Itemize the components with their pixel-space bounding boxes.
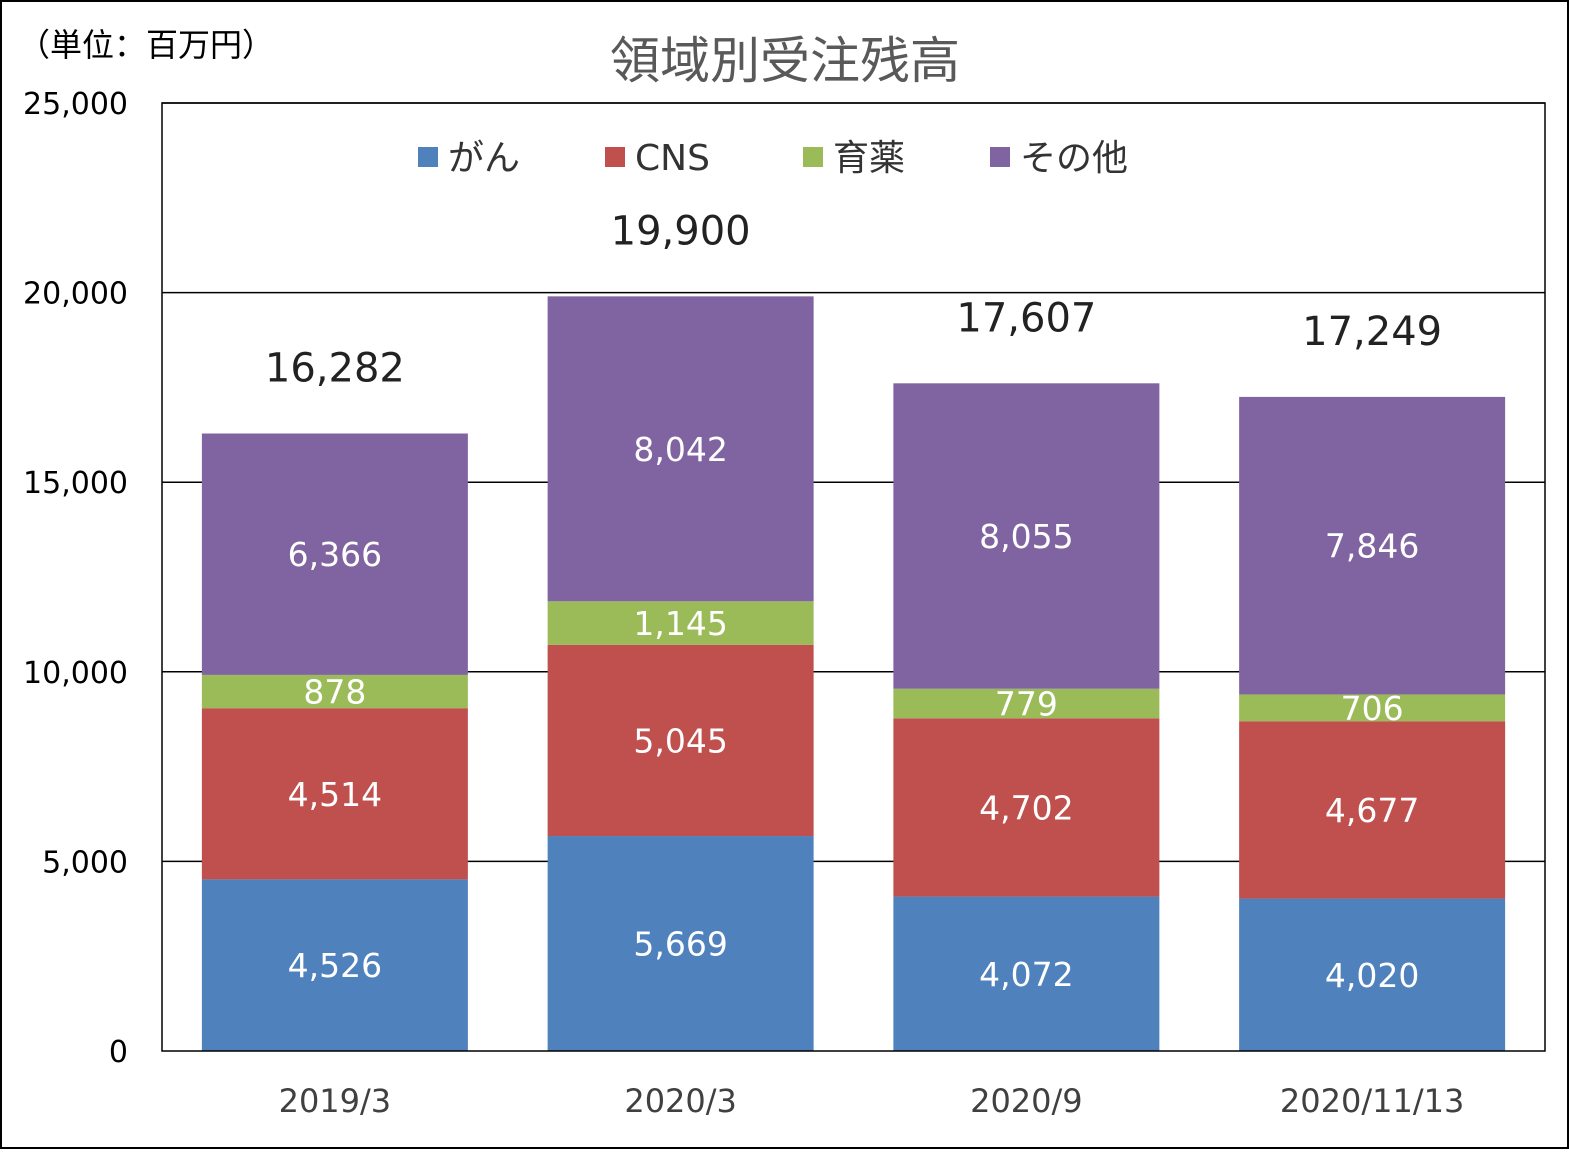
- bar-segment: [547, 836, 814, 1051]
- data-label: 4,702: [979, 788, 1073, 827]
- bars: 4,526 4,514 878 6,366 16,282 5,669 5,045 1,145 8…: [201, 208, 1506, 1051]
- bar-segment: [893, 896, 1160, 1051]
- data-label: 878: [303, 673, 366, 712]
- total-label: 16,282: [265, 346, 405, 392]
- total-label: 17,249: [1302, 309, 1442, 355]
- plot-area-border: [161, 102, 1546, 1052]
- data-label: 4,020: [1325, 956, 1419, 995]
- data-label: 4,514: [288, 775, 382, 814]
- bar-segment: [893, 688, 1160, 719]
- x-tick-label: 2019/3: [279, 1082, 392, 1120]
- data-label: 4,072: [979, 955, 1073, 994]
- y-tick-label: 20,000: [23, 277, 128, 312]
- legend-label: その他: [1020, 138, 1128, 179]
- bar-segment: [547, 296, 814, 602]
- legend-swatch: [803, 147, 823, 167]
- data-label: 5,045: [633, 721, 727, 760]
- data-label: 7,846: [1325, 527, 1419, 566]
- bar-segment: [201, 433, 468, 675]
- bar-segment: [893, 383, 1160, 689]
- y-axis: 0 5,000 10,000 15,000 20,000 25,000: [23, 87, 128, 1070]
- bar-segment: [547, 601, 814, 645]
- legend-swatch: [990, 147, 1010, 167]
- legend-label: 育薬: [833, 138, 905, 179]
- bar-segment: [1239, 396, 1506, 695]
- x-tick-label: 2020/3: [624, 1082, 737, 1120]
- bar-segment: [201, 708, 468, 880]
- data-label: 8,055: [979, 517, 1073, 556]
- data-label: 4,526: [288, 946, 382, 985]
- x-tick-label: 2020/9: [970, 1082, 1083, 1120]
- y-tick-label: 25,000: [23, 87, 128, 122]
- data-label: 6,366: [288, 535, 382, 574]
- bar-segment: [201, 674, 468, 709]
- legend-swatch: [605, 147, 625, 167]
- data-label: 1,145: [633, 604, 727, 643]
- bar-segment: [1239, 721, 1506, 899]
- legend-swatch: [418, 147, 438, 167]
- y-tick-label: 15,000: [23, 466, 128, 501]
- legend-label: がん: [448, 138, 520, 179]
- data-label: 706: [1341, 689, 1404, 728]
- bar-segment: [201, 879, 468, 1051]
- x-axis: 2019/3 2020/3 2020/9 2020/11/13: [279, 1082, 1465, 1120]
- bar-segment: [893, 718, 1160, 897]
- unit-note: （単位：百万円）: [18, 26, 274, 64]
- y-tick-label: 5,000: [42, 845, 128, 880]
- chart-title: 領域別受注残高: [610, 32, 960, 90]
- data-label: 4,677: [1325, 791, 1419, 830]
- bar-segment: [1239, 898, 1506, 1051]
- total-label: 17,607: [956, 295, 1096, 341]
- bar-segment: [547, 644, 814, 837]
- x-tick-label: 2020/11/13: [1280, 1082, 1464, 1120]
- bar-segment: [1239, 694, 1506, 722]
- legend: がん CNS 育薬 その他: [418, 138, 1128, 179]
- data-label: 8,042: [633, 430, 727, 469]
- y-tick-label: 0: [109, 1035, 128, 1070]
- data-label: 5,669: [633, 925, 727, 964]
- y-tick-label: 10,000: [23, 656, 128, 691]
- data-label: 779: [995, 685, 1058, 724]
- total-label: 19,900: [611, 208, 751, 254]
- legend-label: CNS: [635, 138, 710, 179]
